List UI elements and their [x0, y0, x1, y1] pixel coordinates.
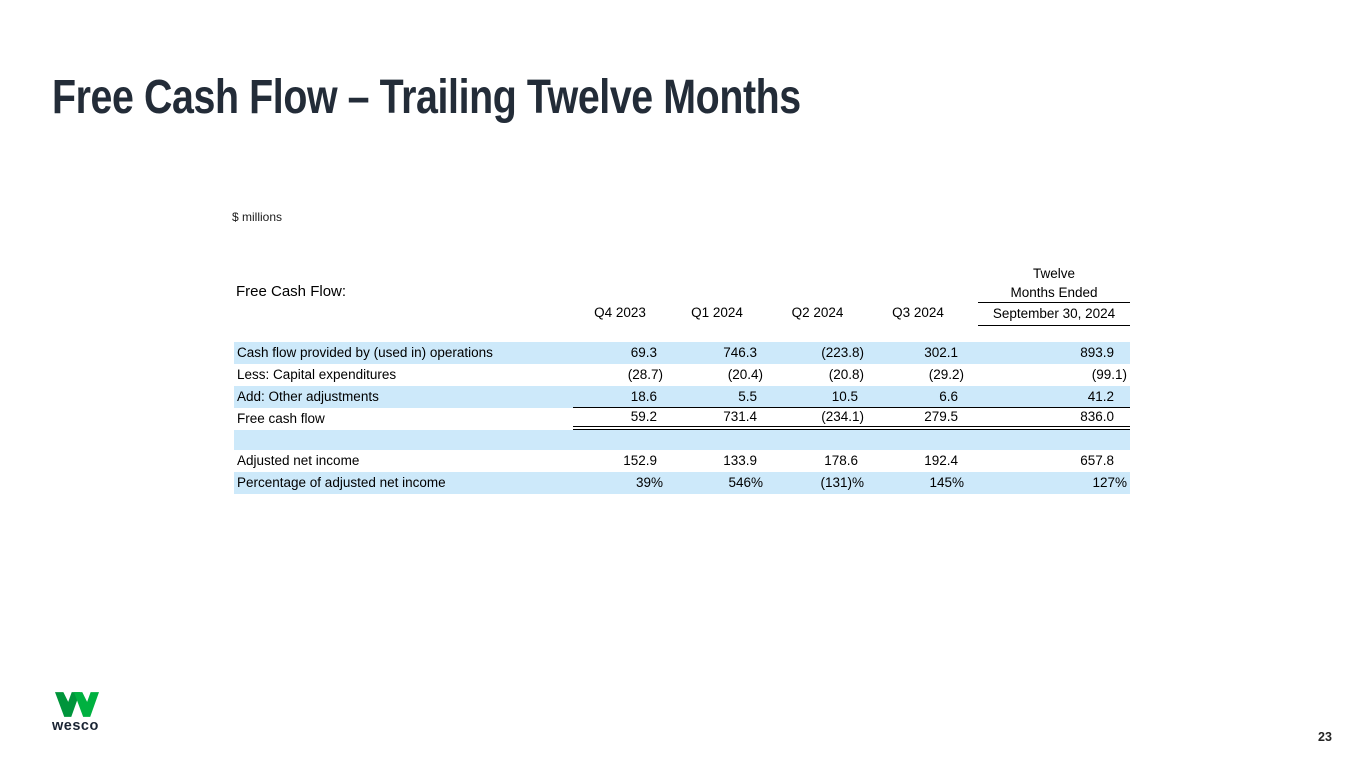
- cell-ttm: 893.9: [968, 342, 1130, 364]
- page-title: Free Cash Flow – Trailing Twelve Months: [52, 71, 801, 125]
- cell-q1-2024: [667, 430, 767, 450]
- cell-q3-2024: 145%: [868, 472, 968, 494]
- cell-ttm: (99.1): [968, 364, 1130, 386]
- ttm-header-date: September 30, 2024: [978, 302, 1130, 326]
- cell-ttm: 127%: [968, 472, 1130, 494]
- cell-q4-2023: 39%: [573, 472, 667, 494]
- units-label: $ millions: [232, 210, 283, 224]
- cell-q1-2024: 133.9: [667, 450, 767, 472]
- cell-q4-2023: 152.9: [573, 450, 667, 472]
- row-label: Percentage of adjusted net income: [234, 472, 573, 494]
- row-label: Cash flow provided by (used in) operatio…: [234, 342, 573, 364]
- cell-q3-2024: 192.4: [868, 450, 968, 472]
- table-header-row: Free Cash Flow: Q4 2023 Q1 2024 Q2 2024 …: [234, 258, 1130, 342]
- cell-q2-2024: (131)%: [767, 472, 868, 494]
- cell-q1-2024: 731.4: [667, 408, 767, 430]
- page-number: 23: [1318, 730, 1332, 744]
- cell-q2-2024: (234.1): [767, 408, 868, 430]
- row-label: [234, 430, 573, 450]
- table-row-capital-expenditures: Less: Capital expenditures (28.7) (20.4)…: [234, 364, 1130, 386]
- row-label: Less: Capital expenditures: [234, 364, 573, 386]
- cell-q1-2024: 546%: [667, 472, 767, 494]
- cell-q4-2023: 18.6: [573, 386, 667, 408]
- cell-q3-2024: 6.6: [868, 386, 968, 408]
- column-header-q2-2024: Q2 2024: [791, 305, 844, 320]
- cell-q1-2024: (20.4): [667, 364, 767, 386]
- cell-q4-2023: (28.7): [573, 364, 667, 386]
- cell-ttm: 836.0: [968, 408, 1130, 430]
- table-row-other-adjustments: Add: Other adjustments 18.6 5.5 10.5 6.6…: [234, 386, 1130, 408]
- cell-q2-2024: 178.6: [767, 450, 868, 472]
- cell-q3-2024: (29.2): [868, 364, 968, 386]
- free-cash-flow-table: Free Cash Flow: Q4 2023 Q1 2024 Q2 2024 …: [234, 258, 1130, 494]
- cell-ttm: [968, 430, 1130, 450]
- table-row-adjusted-net-income: Adjusted net income 152.9 133.9 178.6 19…: [234, 450, 1130, 472]
- column-header-twelve-months-ended: Twelve Months Ended September 30, 2024: [978, 264, 1130, 326]
- cell-q4-2023: [573, 430, 667, 450]
- table-section-label: Free Cash Flow:: [236, 283, 347, 300]
- row-label: Add: Other adjustments: [234, 386, 573, 408]
- wesco-wordmark: wesco: [52, 718, 99, 734]
- cell-q1-2024: 5.5: [667, 386, 767, 408]
- table-row-spacer: [234, 430, 1130, 450]
- table-row-operations: Cash flow provided by (used in) operatio…: [234, 342, 1130, 364]
- wesco-logo: wesco: [52, 692, 112, 734]
- column-header-q4-2023: Q4 2023: [594, 305, 646, 320]
- cell-q2-2024: 10.5: [767, 386, 868, 408]
- cell-ttm: 41.2: [968, 386, 1130, 408]
- cell-q4-2023: 59.2: [573, 408, 667, 430]
- cell-ttm: 657.8: [968, 450, 1130, 472]
- ttm-header-line1: Twelve: [1032, 266, 1076, 281]
- cell-q3-2024: 279.5: [868, 408, 968, 430]
- column-header-q3-2024: Q3 2024: [892, 305, 944, 320]
- cell-q4-2023: 69.3: [573, 342, 667, 364]
- cell-q2-2024: (223.8): [767, 342, 868, 364]
- column-header-q1-2024: Q1 2024: [691, 305, 743, 320]
- cell-q2-2024: [767, 430, 868, 450]
- ttm-header-line2: Months Ended: [1010, 285, 1098, 300]
- table-row-free-cash-flow: Free cash flow 59.2 731.4 (234.1) 279.5 …: [234, 408, 1130, 430]
- table-row-percentage-adjusted-net-income: Percentage of adjusted net income 39% 54…: [234, 472, 1130, 494]
- cell-q2-2024: (20.8): [767, 364, 868, 386]
- row-label: Free cash flow: [234, 408, 573, 430]
- cell-q3-2024: 302.1: [868, 342, 968, 364]
- row-label: Adjusted net income: [234, 450, 573, 472]
- cell-q3-2024: [868, 430, 968, 450]
- wesco-w-icon: [55, 692, 99, 717]
- cell-q1-2024: 746.3: [667, 342, 767, 364]
